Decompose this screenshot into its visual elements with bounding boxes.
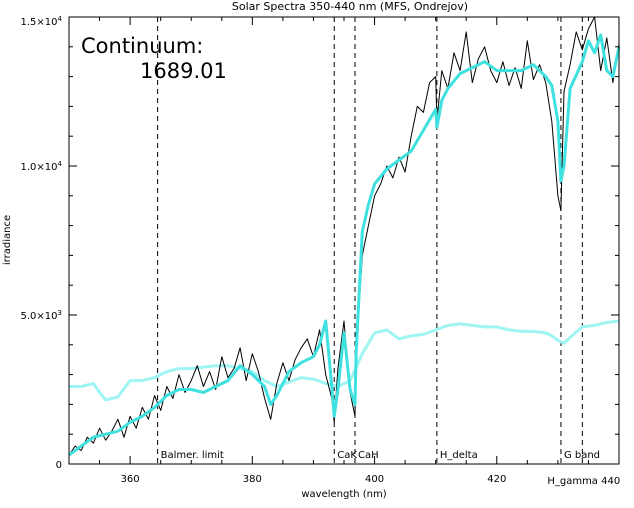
y-tick-exponent: 4 <box>58 160 63 168</box>
continuum-annotation-label: Continuum: <box>81 34 203 58</box>
x-tick-label: 420 <box>487 474 506 485</box>
series-layer <box>68 16 621 457</box>
marker-label: G band <box>564 450 600 461</box>
y-tick-mantissa: 5.0×10 <box>21 311 58 322</box>
y-tick-label: 1.0×104 <box>21 160 63 173</box>
marker-label: CaK <box>337 450 357 461</box>
y-tick-label: 5.0×103 <box>21 309 62 322</box>
y-tick-exponent: 3 <box>58 309 62 317</box>
chart-title: Solar Spectra 350-440 nm (MFS, Ondrejov) <box>232 0 468 13</box>
x-axis: 360 380 400 420 <box>68 17 620 485</box>
marker-label: H_delta <box>440 450 478 461</box>
marker-lines: Balmer. limit CaK CaH H_delta G band H_gamma … <box>157 17 620 487</box>
marker-label: H_gamma 440 <box>547 476 620 487</box>
x-tick-label: 360 <box>121 474 140 485</box>
x-tick-label: 400 <box>365 474 384 485</box>
y-tick-label: 0 <box>56 460 62 471</box>
y-tick-mantissa: 0 <box>56 460 62 471</box>
y-tick-mantissa: 1.5×10 <box>21 17 58 28</box>
marker-label: Balmer. limit <box>161 450 224 461</box>
y-tick-exponent: 4 <box>58 15 63 23</box>
x-axis-label: wavelength (nm) <box>301 489 386 500</box>
y-tick-label: 1.5×104 <box>21 15 63 28</box>
y-axis-label: irradiance <box>2 215 13 265</box>
continuum-annotation-value: 1689.01 <box>140 59 227 83</box>
marker-label: CaH <box>358 450 379 461</box>
x-tick-label: 380 <box>243 474 262 485</box>
smoothed-series-line <box>68 33 621 457</box>
y-tick-mantissa: 1.0×10 <box>21 162 58 173</box>
